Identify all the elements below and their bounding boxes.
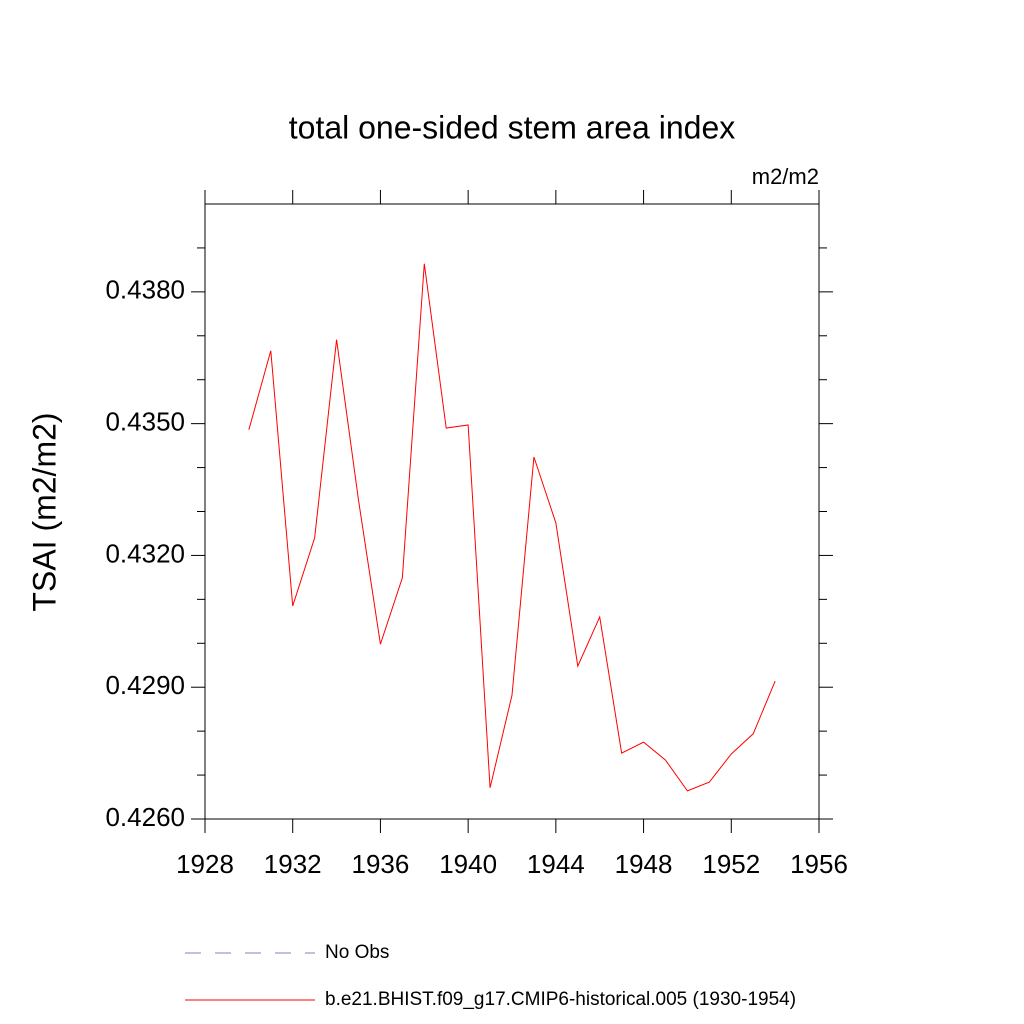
- x-tick-label: 1948: [615, 849, 673, 879]
- chart-title: total one-sided stem area index: [289, 109, 735, 145]
- x-tick-label: 1936: [352, 849, 410, 879]
- y-tick-label: 0.4320: [105, 538, 185, 568]
- x-tick-label: 1940: [439, 849, 497, 879]
- y-tick-label: 0.4350: [105, 407, 185, 437]
- legend-label: No Obs: [325, 942, 389, 963]
- x-tick-label: 1952: [702, 849, 760, 879]
- plot-frame: [204, 203, 820, 820]
- legend-label: b.e21.BHIST.f09_g17.CMIP6-historical.005…: [325, 989, 796, 1010]
- y-tick-label: 0.4260: [105, 802, 185, 832]
- y-tick-label: 0.4290: [105, 670, 185, 700]
- data-line: [248, 263, 776, 792]
- x-tick-label: 1928: [176, 849, 234, 879]
- units-label: m2/m2: [752, 164, 819, 189]
- x-tick-label: 1944: [527, 849, 585, 879]
- y-tick-label: 0.4380: [105, 275, 185, 305]
- x-tick-label: 1932: [264, 849, 322, 879]
- x-tick-label: 1956: [790, 849, 848, 879]
- y-axis-label: TSAI (m2/m2): [26, 412, 62, 611]
